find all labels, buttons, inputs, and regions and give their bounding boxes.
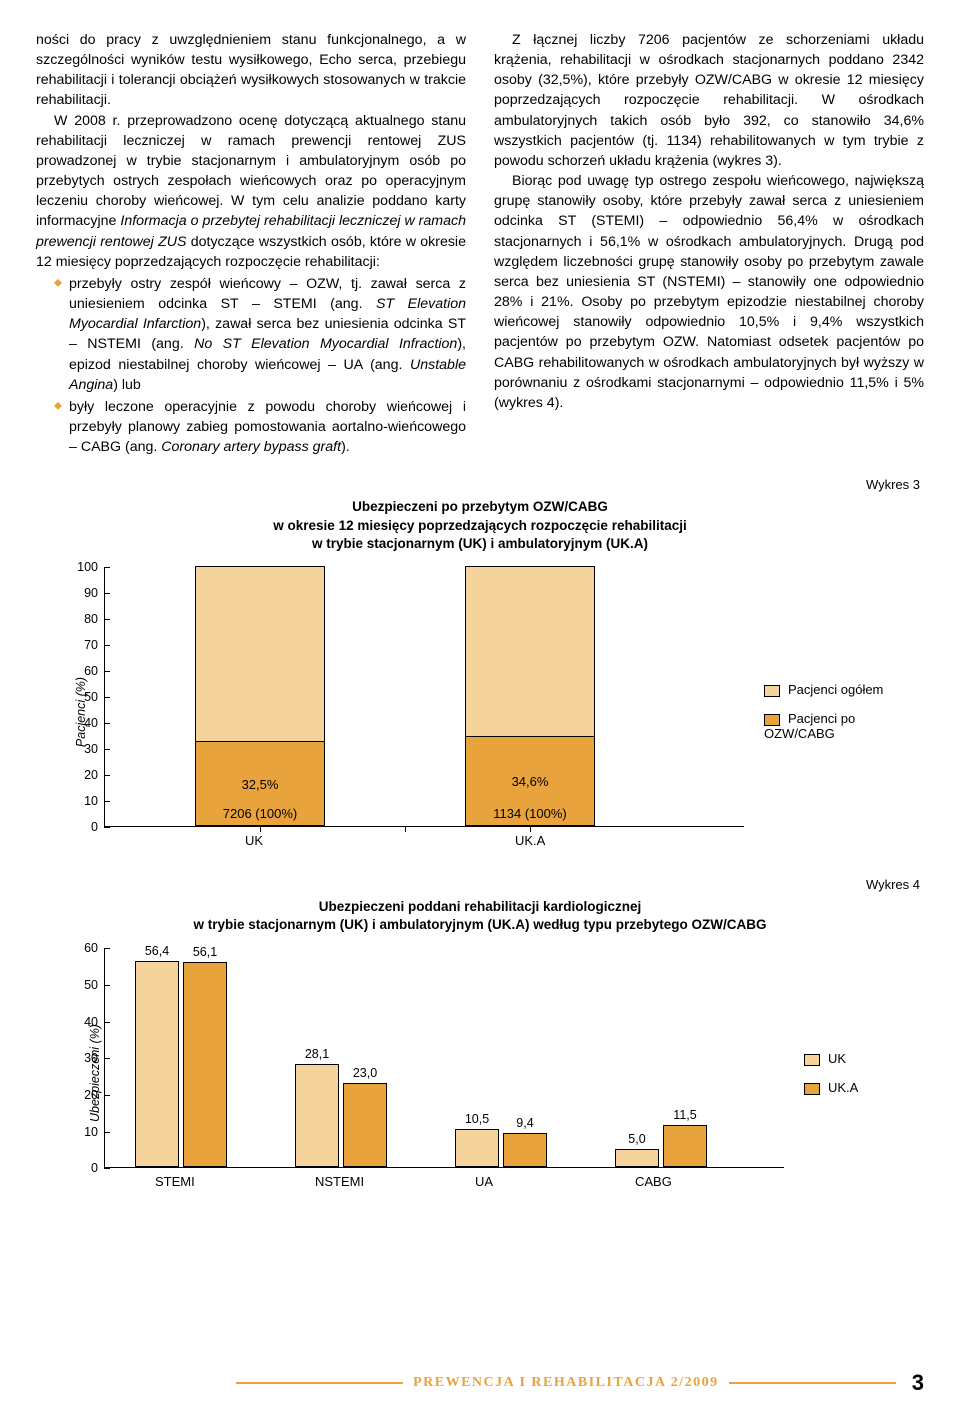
bar-value-label: 56,4 <box>136 944 178 958</box>
ytick-label: 10 <box>84 794 98 808</box>
ytick-label: 60 <box>84 664 98 678</box>
chart-4-yaxis: 0102030405060 <box>70 948 104 1168</box>
bar-UA-UK.A: 9,4 <box>503 1133 547 1167</box>
para-r1: Z łącznej liczby 7206 pacjentów ze schor… <box>494 30 924 171</box>
footer-rule <box>729 1382 896 1383</box>
category-label: NSTEMI <box>315 1174 364 1189</box>
bar-value-label: 5,0 <box>616 1132 658 1146</box>
page-footer: PREWENCJA I REHABILITACJA 2/2009 3 <box>36 1370 924 1396</box>
ytick-label: 50 <box>84 690 98 704</box>
legend-item-uka: UK.A <box>804 1080 914 1095</box>
chart-4-legend: UK UK.A <box>784 948 914 1198</box>
bar-value-label: 10,5 <box>456 1112 498 1126</box>
ytick-label: 60 <box>84 941 98 955</box>
chart-3-title: Ubezpieczeni po przebytym OZW/CABG w okr… <box>36 498 924 553</box>
swatch-icon <box>804 1054 820 1066</box>
chart-3-label: Wykres 3 <box>36 477 924 492</box>
bullet-2: były leczone operacyjnie z powodu chorob… <box>36 397 466 457</box>
ytick-label: 30 <box>84 742 98 756</box>
category-label: UA <box>475 1174 493 1189</box>
footer-rule <box>236 1382 403 1383</box>
bullet-1: przebyły ostry zespół wieńcowy – OZW, tj… <box>36 274 466 395</box>
bar-STEMI-UK: 56,4 <box>135 961 179 1168</box>
ytick-label: 10 <box>84 1125 98 1139</box>
bar-CABG-UK: 5,0 <box>615 1149 659 1167</box>
chart-3-yaxis: 0102030405060708090100 <box>70 567 104 827</box>
legend-item-uk: UK <box>804 1051 914 1066</box>
ytick-label: 20 <box>84 1088 98 1102</box>
bar-UA-UK: 10,5 <box>455 1129 499 1168</box>
ytick-label: 30 <box>84 1051 98 1065</box>
chart-4-title: Ubezpieczeni poddani rehabilitacji kardi… <box>36 898 924 934</box>
bar-value-label: 28,1 <box>296 1047 338 1061</box>
ytick-label: 40 <box>84 716 98 730</box>
chart-4: Ubezpieczeni (%) 0102030405060 56,456,1S… <box>46 948 914 1198</box>
page-number: 3 <box>896 1370 924 1396</box>
chart-3-plot: 7206 (100%)32,5%UK1134 (100%)34,6%UK.A <box>104 567 744 827</box>
ytick-label: 50 <box>84 978 98 992</box>
ytick-label: 90 <box>84 586 98 600</box>
swatch-icon <box>804 1083 820 1095</box>
category-label: STEMI <box>155 1174 195 1189</box>
chart-4-plot: 56,456,1STEMI28,123,0NSTEMI10,59,4UA5,01… <box>104 948 784 1168</box>
chart-3: Pacjenci (%) 0102030405060708090100 7206… <box>46 567 914 857</box>
column-right: Z łącznej liczby 7206 pacjentów ze schor… <box>494 30 924 457</box>
chart-4-block: Wykres 4 Ubezpieczeni poddani rehabilita… <box>36 877 924 1198</box>
bar-NSTEMI-UK: 28,1 <box>295 1064 339 1167</box>
diamond-icon <box>54 402 62 410</box>
ytick-label: 0 <box>91 820 98 834</box>
ytick-label: 0 <box>91 1161 98 1175</box>
text-columns: ności do pracy z uwzględnieniem stanu fu… <box>36 30 924 457</box>
category-label: CABG <box>635 1174 672 1189</box>
swatch-icon <box>764 685 780 697</box>
footer-text: PREWENCJA I REHABILITACJA 2/2009 <box>403 1375 729 1391</box>
ytick-label: 80 <box>84 612 98 626</box>
ytick-label: 100 <box>77 560 98 574</box>
chart-3-block: Wykres 3 Ubezpieczeni po przebytym OZW/C… <box>36 477 924 857</box>
ytick-label: 40 <box>84 1015 98 1029</box>
bar-value-label: 11,5 <box>664 1108 706 1122</box>
column-left: ności do pracy z uwzględnieniem stanu fu… <box>36 30 466 457</box>
bar-value-label: 23,0 <box>344 1066 386 1080</box>
swatch-icon <box>764 714 780 726</box>
chart-4-ylabel: Ubezpieczeni (%) <box>46 948 70 1198</box>
chart-3-ylabel: Pacjenci (%) <box>46 567 70 857</box>
bar-value-label: 34,6% <box>465 774 595 789</box>
category-label: UK.A <box>515 833 545 848</box>
chart-3-legend: Pacjenci ogółem Pacjenci po OZW/CABG <box>744 567 914 857</box>
diamond-icon <box>54 279 62 287</box>
para-1: ności do pracy z uwzględnieniem stanu fu… <box>36 32 466 108</box>
para-2: W 2008 r. przeprowadzono ocenę dotyczącą… <box>36 111 466 272</box>
bar-value-label: 32,5% <box>195 777 325 792</box>
ytick-label: 70 <box>84 638 98 652</box>
ytick-label: 20 <box>84 768 98 782</box>
chart-4-label: Wykres 4 <box>36 877 924 892</box>
bar-value-label: 56,1 <box>184 945 226 959</box>
legend-item-part: Pacjenci po OZW/CABG <box>764 711 914 741</box>
bar-STEMI-UK.A: 56,1 <box>183 962 227 1168</box>
bar-NSTEMI-UK.A: 23,0 <box>343 1083 387 1167</box>
para-r2: Biorąc pod uwagę typ ostrego zespołu wie… <box>494 171 924 413</box>
category-label: UK <box>245 833 263 848</box>
bar-value-label: 9,4 <box>504 1116 546 1130</box>
bar-CABG-UK.A: 11,5 <box>663 1125 707 1167</box>
legend-item-total: Pacjenci ogółem <box>764 682 914 697</box>
